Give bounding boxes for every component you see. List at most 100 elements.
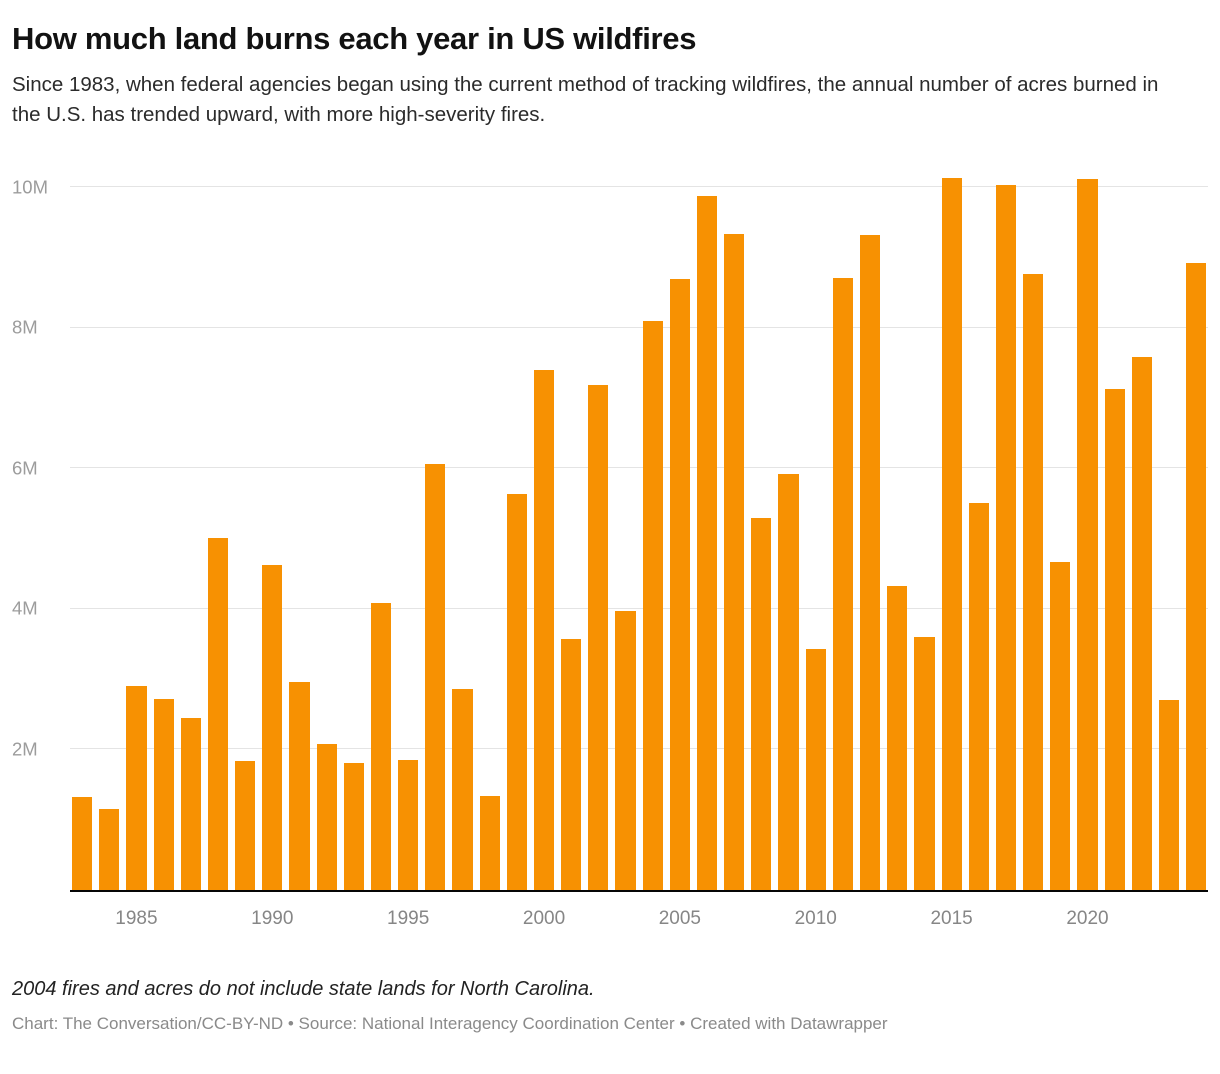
- x-axis-cell-2002: [588, 900, 608, 930]
- gridline-4M: [70, 607, 1208, 609]
- x-axis-label-1985: 1985: [115, 907, 158, 929]
- bar-1983[interactable]: [72, 796, 93, 890]
- bar-2011[interactable]: [832, 277, 853, 890]
- x-axis-label-2015: 2015: [930, 907, 973, 929]
- bar-2009[interactable]: [778, 473, 799, 890]
- x-axis-cell-1990: 1990: [251, 900, 293, 930]
- x-axis-cell-1985: 1985: [115, 900, 157, 930]
- bar-1991[interactable]: [289, 682, 310, 890]
- bar-2013[interactable]: [887, 586, 908, 890]
- bar-2006[interactable]: [696, 196, 718, 890]
- bar-2015[interactable]: [941, 178, 962, 890]
- bar-1986[interactable]: [153, 698, 174, 890]
- bar-1993[interactable]: [343, 763, 364, 890]
- x-axis-cell-1992: [317, 900, 337, 930]
- x-axis-cell-2021: [1105, 900, 1125, 930]
- bar-2018[interactable]: [1023, 273, 1044, 890]
- x-axis-cell-2007: [724, 900, 744, 930]
- x-axis-cell-1993: [344, 900, 364, 930]
- bar-2007[interactable]: [724, 234, 745, 890]
- gridline-8M: [70, 326, 1208, 328]
- bar-1985[interactable]: [126, 686, 147, 890]
- bar-2023[interactable]: [1158, 700, 1180, 890]
- x-axis-cell-1986: [154, 900, 174, 930]
- x-axis-cell-2003: [615, 900, 635, 930]
- bar-2004[interactable]: [642, 320, 663, 890]
- x-axis-cell-2018: [1023, 900, 1043, 930]
- x-axis-cell-2020: 2020: [1066, 900, 1108, 930]
- bar-1989[interactable]: [235, 761, 256, 890]
- chart-credit: Chart: The Conversation/CC-BY-ND • Sourc…: [12, 1013, 888, 1033]
- x-axis-cell-2008: [751, 900, 771, 930]
- bar-2019[interactable]: [1050, 561, 1071, 890]
- x-axis: 1985 1990 1995 2000 2005 2010 2015 2020: [70, 900, 1208, 930]
- gridline-2M: [70, 748, 1208, 750]
- y-axis-label-10M: 10M: [12, 175, 48, 197]
- y-axis-label-4M: 4M: [12, 597, 38, 619]
- x-axis-cell-2005: 2005: [659, 900, 701, 930]
- x-axis-cell-2012: [860, 900, 880, 930]
- bar-1984[interactable]: [99, 808, 120, 890]
- bar-2021[interactable]: [1104, 389, 1125, 890]
- x-axis-cell-2013: [887, 900, 907, 930]
- x-axis-cell-1996: [425, 900, 445, 930]
- x-axis-label-1995: 1995: [387, 907, 430, 929]
- x-axis-cell-2006: [697, 900, 717, 930]
- bar-2014[interactable]: [914, 637, 935, 890]
- x-axis-label-2005: 2005: [658, 907, 702, 929]
- x-axis-cell-2023: [1159, 900, 1179, 930]
- x-axis-cell-1995: 1995: [387, 900, 429, 930]
- bar-2024[interactable]: [1186, 262, 1207, 890]
- bar-2022[interactable]: [1131, 357, 1152, 890]
- bar-2020[interactable]: [1077, 178, 1098, 890]
- chart-note: 2004 fires and acres do not include stat…: [12, 977, 595, 1000]
- x-axis-cell-2016: [969, 900, 989, 930]
- bar-2017[interactable]: [995, 185, 1017, 890]
- x-axis-label-2010: 2010: [794, 907, 837, 929]
- bar-1996[interactable]: [425, 463, 446, 890]
- bar-1987[interactable]: [180, 717, 201, 890]
- x-axis-cell-1988: [208, 900, 228, 930]
- x-axis-cell-1998: [480, 900, 500, 930]
- bar-2002[interactable]: [588, 384, 609, 890]
- y-axis-label-2M: 2M: [12, 737, 38, 759]
- bar-2010[interactable]: [805, 649, 826, 890]
- bars-container: [72, 170, 1207, 890]
- x-axis-cell-2010: 2010: [795, 900, 837, 930]
- bar-2000[interactable]: [533, 370, 555, 890]
- bar-1992[interactable]: [316, 744, 337, 890]
- y-axis-label-8M: 8M: [12, 316, 38, 338]
- bar-1990[interactable]: [262, 564, 283, 890]
- x-axis-cell-2001: [561, 900, 581, 930]
- bar-1995[interactable]: [398, 760, 419, 890]
- bar-1998[interactable]: [479, 796, 500, 890]
- bar-1994[interactable]: [370, 603, 392, 890]
- x-axis-cell-2015: 2015: [930, 900, 972, 930]
- bar-1988[interactable]: [207, 537, 229, 890]
- bar-2003[interactable]: [615, 611, 636, 890]
- gridline-10M: [70, 186, 1208, 188]
- bar-2005[interactable]: [669, 279, 690, 890]
- bar-2012[interactable]: [859, 234, 881, 890]
- x-axis-cell-2022: [1132, 900, 1152, 930]
- x-axis-cell-2017: [996, 900, 1016, 930]
- x-axis-cell-2011: [833, 900, 853, 930]
- plot-area: 2M 4M 6M 8M 10M: [12, 170, 1208, 892]
- bar-1997[interactable]: [452, 688, 473, 890]
- x-axis-cell-1983: [72, 900, 92, 930]
- bar-1999[interactable]: [506, 494, 527, 890]
- bar-2008[interactable]: [751, 517, 772, 890]
- x-axis-cell-2024: [1186, 900, 1206, 930]
- x-axis-cell-1991: [289, 900, 309, 930]
- gridline-6M: [70, 467, 1208, 469]
- x-axis-cell-1987: [181, 900, 201, 930]
- bar-2016[interactable]: [968, 502, 989, 890]
- x-axis-cell-1997: [452, 900, 472, 930]
- x-axis-label-2000: 2000: [522, 907, 566, 929]
- x-axis-label-1990: 1990: [251, 907, 294, 929]
- chart-title: How much land burns each year in US wild…: [12, 21, 697, 56]
- x-axis-cell-2000: 2000: [523, 900, 565, 930]
- bar-2001[interactable]: [561, 638, 582, 890]
- chart-subtitle: Since 1983, when federal agencies began …: [12, 73, 1159, 126]
- y-axis-label-6M: 6M: [12, 456, 38, 478]
